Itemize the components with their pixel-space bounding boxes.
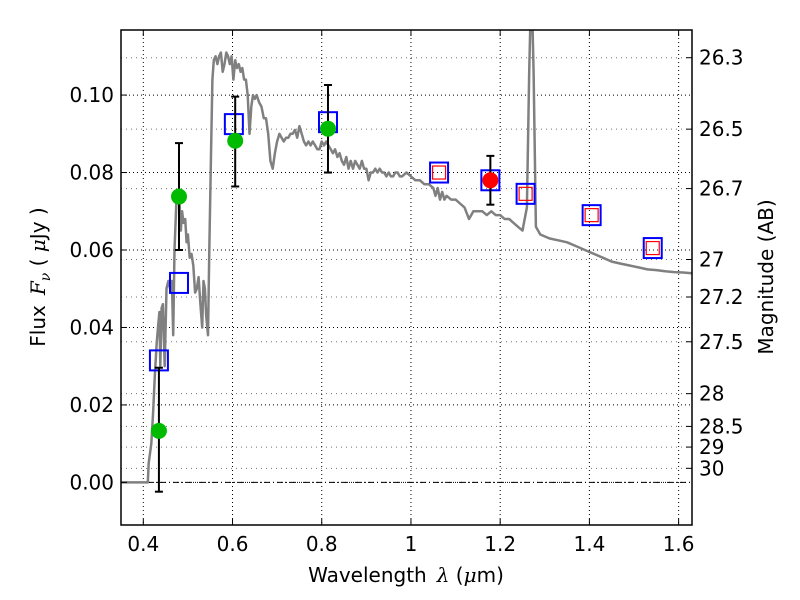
model-photometry-inner-marker	[431, 165, 447, 180]
y-tick-label: 0.04	[69, 315, 114, 339]
observed-photometry-point	[150, 422, 167, 439]
model-photometry-marker	[168, 271, 189, 294]
model-photometry-marker	[515, 182, 536, 205]
model-photometry-marker	[642, 237, 663, 260]
observed-photometry-point	[482, 172, 499, 189]
y2-tick-label: 27.2	[699, 285, 744, 309]
axes-frame	[120, 29, 693, 526]
model-photometry-marker	[429, 161, 450, 184]
y2-tick-label: 28	[699, 382, 724, 406]
y2-tick-label: 26.7	[699, 177, 744, 201]
x-tick-label: 1.4	[573, 532, 605, 556]
x-tick-label: 0.8	[306, 532, 338, 556]
x-axis-label: Wavelength λ (μm)	[308, 563, 504, 587]
observed-photometry-point	[227, 132, 244, 149]
y2-tick-label: 26.5	[699, 117, 744, 141]
y2-tick-label: 27.5	[699, 330, 744, 354]
plot-area	[121, 30, 692, 493]
y-axis-ticks: 0.00 0.02 0.04 0.06 0.08 0.10	[69, 83, 127, 494]
y2-tick-label: 28.5	[699, 414, 744, 438]
y2-tick-label: 27	[699, 248, 724, 272]
y2-axis-label: Magnitude (AB)	[754, 199, 778, 354]
observed-photometry-point	[319, 120, 336, 137]
x-tick-label: 0.6	[217, 532, 249, 556]
model-spectrum-line	[121, 30, 692, 484]
y2-tick-label: 26.3	[699, 46, 744, 70]
y-tick-label: 0.02	[69, 393, 114, 417]
model-photometry-marker	[581, 204, 602, 227]
x-tick-label: 1.2	[484, 532, 516, 556]
model-photometry-inner-marker	[518, 186, 533, 201]
x-tick-label: 1.6	[663, 532, 695, 556]
observed-photometry-point	[170, 188, 187, 205]
y-axis-label: FluxFν ( μJy )	[26, 207, 54, 346]
y2-tick-label: 29	[699, 435, 724, 459]
model-photometry-inner-marker	[584, 208, 599, 223]
y-tick-label: 0.06	[69, 238, 114, 262]
x-tick-label: 0.4	[127, 532, 159, 556]
y-tick-label: 0.10	[69, 83, 114, 107]
y-tick-label: 0.00	[69, 470, 114, 494]
x-axis-ticks: 0.4 0.6 0.8 1 1.2 1.4 1.6	[127, 30, 695, 556]
model-photometry-inner-marker	[645, 240, 660, 256]
x-tick-label: 1	[405, 532, 418, 556]
y2-tick-label: 30	[699, 456, 724, 480]
y-tick-label: 0.08	[69, 161, 114, 185]
axes-border	[120, 29, 693, 526]
grid	[121, 30, 692, 525]
